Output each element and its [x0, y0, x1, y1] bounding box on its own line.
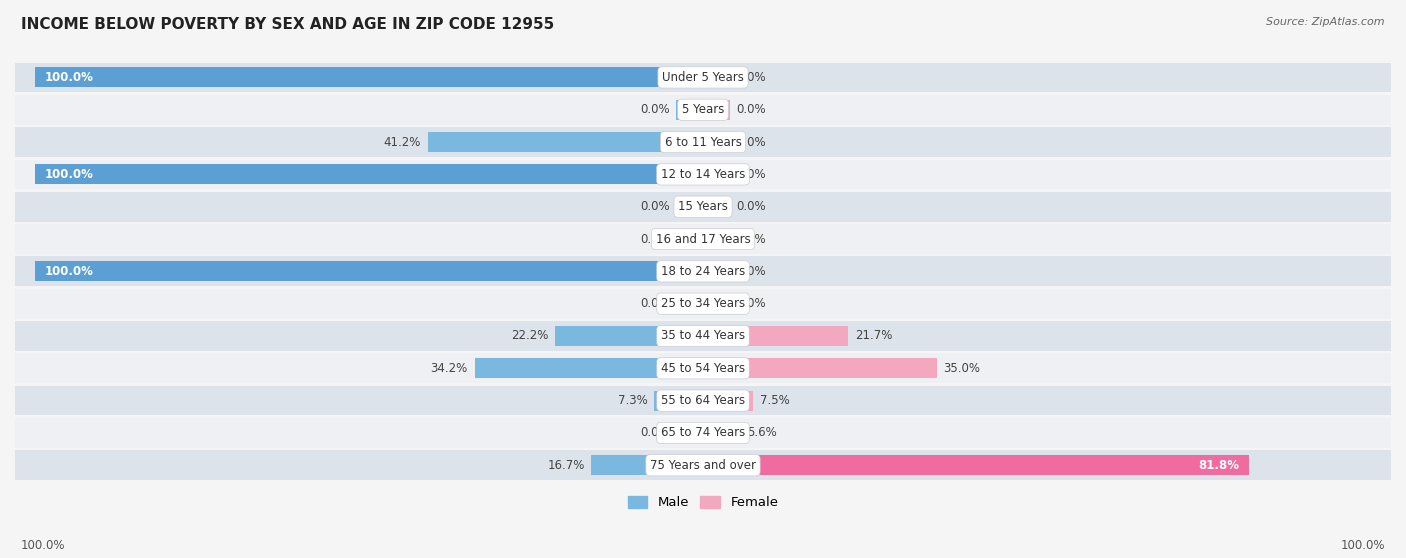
Bar — [703, 229, 730, 249]
Bar — [0, 418, 1406, 448]
Legend: Male, Female: Male, Female — [623, 490, 783, 514]
Bar — [35, 261, 703, 281]
Bar — [703, 261, 730, 281]
Text: 100.0%: 100.0% — [21, 540, 66, 552]
Text: 0.0%: 0.0% — [640, 297, 669, 310]
Text: 0.0%: 0.0% — [737, 136, 766, 148]
Text: 75 Years and over: 75 Years and over — [650, 459, 756, 472]
Text: 81.8%: 81.8% — [1198, 459, 1239, 472]
Text: 35.0%: 35.0% — [943, 362, 980, 375]
Bar — [35, 68, 703, 88]
Bar — [0, 127, 1406, 157]
Bar — [676, 100, 703, 120]
Text: 45 to 54 Years: 45 to 54 Years — [661, 362, 745, 375]
Text: 55 to 64 Years: 55 to 64 Years — [661, 394, 745, 407]
Text: 0.0%: 0.0% — [737, 71, 766, 84]
Bar — [703, 391, 754, 411]
Bar — [703, 294, 730, 314]
Text: 100.0%: 100.0% — [1340, 540, 1385, 552]
Text: 5 Years: 5 Years — [682, 103, 724, 116]
Bar — [703, 455, 1250, 475]
Text: 0.0%: 0.0% — [737, 200, 766, 213]
Text: 0.0%: 0.0% — [737, 168, 766, 181]
Text: 22.2%: 22.2% — [510, 329, 548, 343]
Text: 18 to 24 Years: 18 to 24 Years — [661, 265, 745, 278]
Bar — [427, 132, 703, 152]
Text: 100.0%: 100.0% — [45, 265, 94, 278]
Text: Under 5 Years: Under 5 Years — [662, 71, 744, 84]
Text: 0.0%: 0.0% — [640, 200, 669, 213]
Bar — [0, 386, 1406, 416]
Text: 15 Years: 15 Years — [678, 200, 728, 213]
Text: 0.0%: 0.0% — [640, 426, 669, 440]
Text: 41.2%: 41.2% — [384, 136, 422, 148]
Text: 16.7%: 16.7% — [547, 459, 585, 472]
Text: 7.3%: 7.3% — [617, 394, 648, 407]
Bar — [0, 289, 1406, 319]
Text: Source: ZipAtlas.com: Source: ZipAtlas.com — [1267, 17, 1385, 27]
Text: 25 to 34 Years: 25 to 34 Years — [661, 297, 745, 310]
Text: 0.0%: 0.0% — [640, 233, 669, 246]
Bar — [703, 100, 730, 120]
Text: 35 to 44 Years: 35 to 44 Years — [661, 329, 745, 343]
Bar — [592, 455, 703, 475]
Bar — [0, 160, 1406, 189]
Text: 12 to 14 Years: 12 to 14 Years — [661, 168, 745, 181]
Bar — [703, 358, 936, 378]
Bar — [676, 423, 703, 443]
Bar — [0, 321, 1406, 351]
Text: 0.0%: 0.0% — [640, 103, 669, 116]
Bar — [703, 165, 730, 184]
Bar — [703, 132, 730, 152]
Text: 65 to 74 Years: 65 to 74 Years — [661, 426, 745, 440]
Text: 21.7%: 21.7% — [855, 329, 891, 343]
Bar — [0, 192, 1406, 222]
Bar — [0, 257, 1406, 286]
Text: 5.6%: 5.6% — [747, 426, 778, 440]
Bar — [35, 165, 703, 184]
Text: 0.0%: 0.0% — [737, 265, 766, 278]
Bar — [703, 196, 730, 217]
Bar — [0, 224, 1406, 254]
Bar — [703, 326, 848, 346]
Bar — [0, 450, 1406, 480]
Bar — [0, 95, 1406, 124]
Bar — [676, 229, 703, 249]
Text: INCOME BELOW POVERTY BY SEX AND AGE IN ZIP CODE 12955: INCOME BELOW POVERTY BY SEX AND AGE IN Z… — [21, 17, 554, 32]
Bar — [654, 391, 703, 411]
Text: 7.5%: 7.5% — [759, 394, 790, 407]
Text: 0.0%: 0.0% — [737, 233, 766, 246]
Bar — [0, 353, 1406, 383]
Text: 34.2%: 34.2% — [430, 362, 468, 375]
Bar — [676, 294, 703, 314]
Bar — [555, 326, 703, 346]
Bar — [475, 358, 703, 378]
Bar — [0, 62, 1406, 92]
Text: 6 to 11 Years: 6 to 11 Years — [665, 136, 741, 148]
Text: 100.0%: 100.0% — [45, 168, 94, 181]
Text: 100.0%: 100.0% — [45, 71, 94, 84]
Bar — [703, 423, 741, 443]
Text: 0.0%: 0.0% — [737, 297, 766, 310]
Text: 16 and 17 Years: 16 and 17 Years — [655, 233, 751, 246]
Bar — [676, 196, 703, 217]
Text: 0.0%: 0.0% — [737, 103, 766, 116]
Bar — [703, 68, 730, 88]
